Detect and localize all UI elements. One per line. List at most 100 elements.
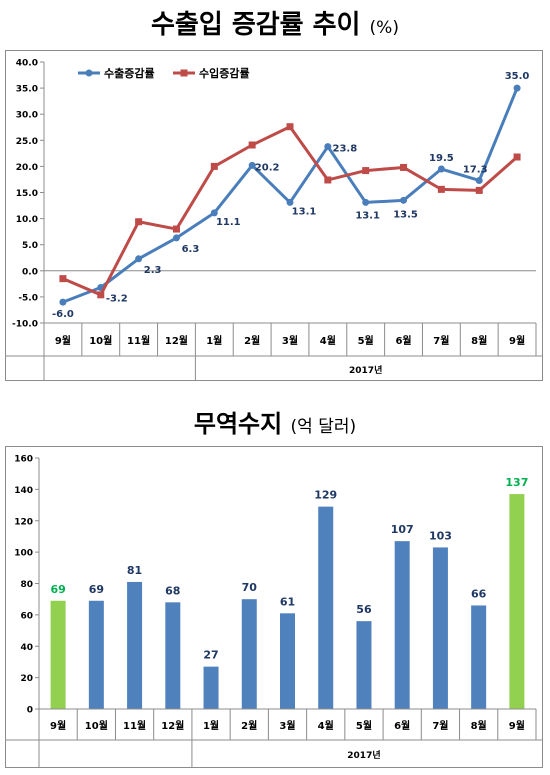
- bar-value-label: 61: [280, 595, 295, 608]
- y-tick-label: 0.0: [22, 267, 38, 277]
- bar: [50, 600, 66, 709]
- y-tick-label: 30.0: [16, 111, 38, 121]
- y-tick-label: 80: [20, 580, 33, 590]
- bar: [394, 541, 410, 709]
- growth-line-chart: -10.0 -5.0 0.0 5.0 10.0 15.0 20.0 25.0 30.0 35.0 4…: [6, 59, 542, 380]
- import-point: [513, 153, 521, 161]
- bar: [127, 581, 143, 709]
- y-tick-label: 35.0: [16, 85, 38, 95]
- data-label: 13.1: [355, 210, 380, 221]
- x-tick-label: 3월: [282, 335, 298, 347]
- x-tick-label: 7월: [432, 720, 448, 732]
- x-tick-label: 8월: [471, 335, 487, 347]
- x-tick-label: 1월: [206, 335, 222, 347]
- import-point: [135, 218, 143, 226]
- x-tick-label: 9월: [50, 720, 66, 732]
- export-point: [172, 234, 180, 242]
- bar: [356, 621, 372, 709]
- year-label: 2017년: [347, 749, 380, 761]
- chart-title-growth-main: 수출입 증감률 추이: [151, 10, 361, 40]
- x-tick-label: 7월: [433, 335, 449, 347]
- x-tick-label: 9월: [509, 335, 525, 347]
- x-tick-label: 9월: [509, 720, 525, 732]
- data-label: -3.2: [106, 294, 128, 305]
- import-point: [400, 163, 408, 171]
- chart-title-balance-unit: (억 달러): [290, 417, 357, 437]
- x-tick-label: 10월: [89, 335, 112, 347]
- data-label: 17.3: [463, 164, 488, 175]
- bar: [203, 666, 219, 709]
- x-tick-label: 2월: [241, 720, 257, 732]
- y-tick-label: 15.0: [16, 189, 38, 199]
- bar-value-label: 81: [127, 564, 142, 577]
- data-label: 19.5: [429, 153, 454, 164]
- y-tick-label: 10.0: [16, 215, 38, 225]
- legend-export-label: 수출증감률: [104, 66, 155, 80]
- data-label: -6.0: [52, 309, 74, 320]
- import-point: [248, 141, 256, 149]
- legend-export-marker: [85, 69, 93, 77]
- y-tick-label: 25.0: [16, 137, 38, 147]
- y-tick-label: 5.0: [22, 241, 38, 251]
- export-point: [324, 143, 332, 151]
- y-tick-label: -5.0: [18, 293, 38, 303]
- export-point: [475, 176, 483, 184]
- series-line-export: [62, 87, 519, 304]
- bar-value-label: 69: [50, 583, 65, 596]
- bar: [241, 599, 257, 709]
- import-point: [475, 186, 483, 194]
- bar: [471, 605, 487, 709]
- bar: [432, 547, 448, 709]
- growth-chart-frame: -10.0 -5.0 0.0 5.0 10.0 15.0 20.0 25.0 30.0 35.0 4…: [5, 50, 543, 381]
- x-tick-label: 4월: [320, 335, 336, 347]
- x-tick-label: 8월: [471, 720, 487, 732]
- x-tick-label: 6월: [395, 335, 411, 347]
- bar: [165, 602, 181, 709]
- chart-title-growth-unit: (%): [369, 18, 399, 38]
- x-tick-label: 4월: [318, 720, 334, 732]
- export-point: [210, 209, 218, 217]
- bar: [280, 613, 295, 709]
- chart-title-balance-main: 무역수지: [193, 410, 283, 438]
- balance-chart-frame: 0 20 40 60 80 100 120 140 160 69 69 81 68 27 70 61 129 56…: [5, 446, 543, 768]
- bar-value-label: 107: [391, 523, 414, 536]
- bar-value-label: 56: [356, 603, 372, 616]
- y-tick-label: 20: [20, 674, 33, 684]
- bar: [88, 600, 104, 709]
- export-point: [513, 84, 521, 92]
- x-tick-label: 11월: [123, 720, 146, 732]
- import-point: [210, 162, 218, 170]
- export-point: [286, 198, 294, 206]
- y-tick-label: -10.0: [12, 320, 38, 330]
- chart-title-balance: 무역수지 (억 달러): [0, 404, 550, 439]
- chart-title-growth: 수출입 증감률 추이 (%): [0, 4, 550, 41]
- import-point: [362, 167, 370, 175]
- data-label: 35.0: [505, 71, 530, 82]
- import-point: [324, 176, 332, 184]
- bar-value-label: 68: [165, 584, 180, 597]
- legend-import-label: 수입증감률: [199, 66, 250, 80]
- export-point: [135, 255, 143, 263]
- y-tick-label: 60: [20, 611, 33, 621]
- x-tick-label: 2월: [244, 335, 260, 347]
- data-label: 2.3: [144, 265, 162, 276]
- x-tick-label: 12월: [161, 720, 184, 732]
- y-tick-label: 140: [14, 486, 33, 496]
- trade-balance-bar-chart: 0 20 40 60 80 100 120 140 160 69 69 81 68 27 70 61 129 56…: [6, 455, 542, 767]
- x-tick-label: 12월: [165, 335, 188, 347]
- bar-value-label: 137: [505, 476, 528, 489]
- bar-value-label: 70: [242, 581, 258, 594]
- legend-import-marker: [180, 69, 188, 77]
- x-tick-label: 6월: [394, 720, 410, 732]
- data-label: 23.8: [333, 144, 358, 155]
- import-point: [97, 291, 105, 299]
- data-label: 13.1: [292, 206, 317, 217]
- data-label: 13.5: [393, 209, 418, 220]
- y-tick-label: 0: [27, 706, 33, 716]
- x-tick-label: 3월: [279, 720, 295, 732]
- bar-value-label: 129: [314, 489, 337, 502]
- bar: [318, 506, 334, 709]
- y-tick-label: 160: [14, 455, 33, 465]
- export-point: [59, 298, 67, 306]
- data-label: 11.1: [216, 217, 241, 228]
